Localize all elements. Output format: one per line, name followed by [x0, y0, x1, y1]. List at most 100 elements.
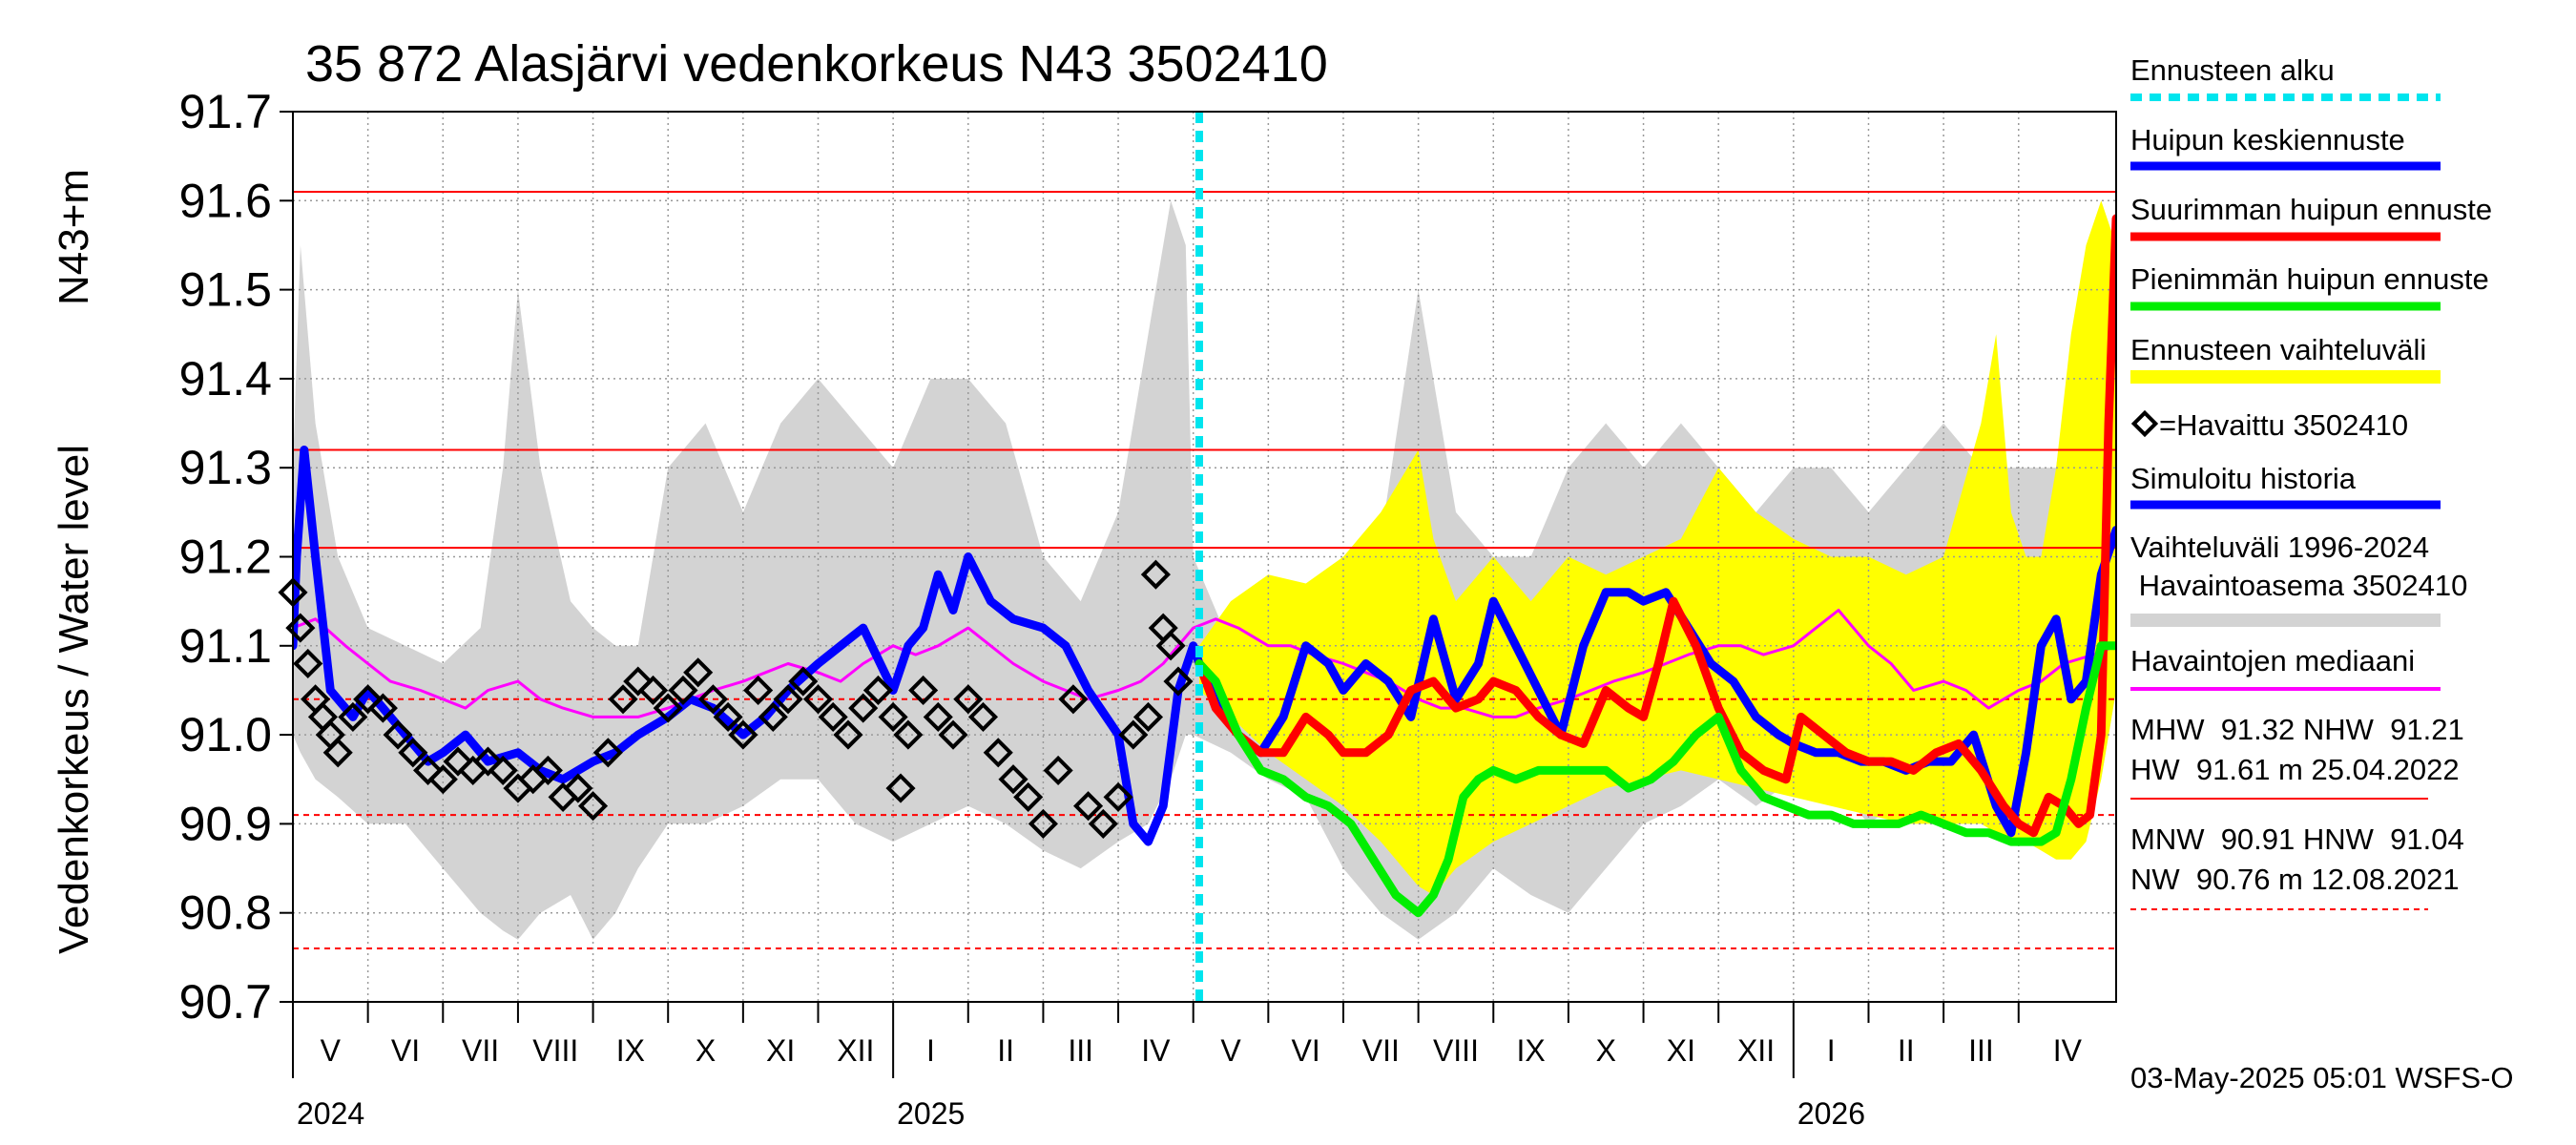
legend-label-simulated: Simuloitu historia: [2130, 462, 2357, 495]
x-month-label: VI: [391, 1033, 420, 1068]
observed-point: [1163, 666, 1194, 697]
observed-point: [683, 657, 714, 688]
observed-point: [802, 684, 834, 715]
observed-point: [1132, 701, 1164, 732]
observed-point: [637, 675, 669, 706]
x-month-label: X: [696, 1033, 716, 1068]
observed-point: [758, 701, 788, 732]
legend-label-mean-peak: Huipun keskiennuste: [2130, 123, 2405, 156]
x-month-label: VI: [1292, 1033, 1320, 1068]
legend-swatch-observed: [2130, 409, 2159, 438]
observed-point: [1013, 781, 1044, 812]
observed-point: [953, 684, 984, 715]
observed-point: [367, 693, 398, 723]
y-tick-label: 91.2: [179, 531, 272, 584]
observed-point: [398, 738, 428, 768]
observed-point: [1103, 781, 1133, 812]
observed-point: [788, 666, 819, 697]
x-month-label: VII: [462, 1033, 499, 1068]
x-month-label: V: [321, 1033, 342, 1068]
x-month-label: V: [1220, 1033, 1241, 1068]
observed-point: [1118, 719, 1149, 750]
footer-timestamp: 03-May-2025 05:01 WSFS-O: [2130, 1061, 2513, 1094]
observed-point: [383, 719, 413, 750]
y-tick-label: 91.1: [179, 619, 272, 673]
legend-label-forecast-start: Ennusteen alku: [2130, 53, 2335, 87]
observed-point: [833, 719, 863, 750]
x-month-label: IX: [616, 1033, 645, 1068]
max-peak-forecast-line: [1195, 214, 2116, 838]
y-tick-label: 91.5: [179, 263, 272, 317]
observed-point: [532, 755, 563, 785]
legend: Ennusteen alku Huipun keskiennuste Suuri…: [2130, 53, 2492, 691]
y-tick-label: 90.8: [179, 886, 272, 940]
observed-point: [488, 755, 518, 785]
stats-block: MHW 91.32 NHW 91.21 HW 91.61 m 25.04.202…: [2130, 713, 2464, 910]
legend-label-observed: =Havaittu 3502410: [2159, 408, 2408, 442]
observed-point: [1028, 808, 1058, 839]
x-month-label: X: [1596, 1033, 1616, 1068]
x-month-label: II: [997, 1033, 1014, 1068]
x-month-label: VIII: [532, 1033, 578, 1068]
y-tick-label: 91.0: [179, 708, 272, 761]
y-tick-label: 91.4: [179, 352, 272, 406]
observed-point: [967, 701, 999, 732]
stats-line-hw: HW 91.61 m 25.04.2022: [2130, 753, 2460, 786]
observed-point: [285, 613, 316, 643]
x-year-label: 2025: [897, 1096, 965, 1131]
observed-point: [1088, 808, 1118, 839]
x-month-label: IV: [2053, 1033, 2083, 1068]
observed-point: [322, 738, 353, 768]
y-tick-label: 90.9: [179, 797, 272, 850]
x-month-label: I: [926, 1033, 935, 1068]
x-month-label: VIII: [1433, 1033, 1479, 1068]
legend-label-history-range: Vaihteluväli 1996-2024: [2130, 531, 2429, 564]
x-month-label: II: [1898, 1033, 1915, 1068]
x-month-label: VII: [1362, 1033, 1400, 1068]
band-forecast-range: [1199, 200, 2116, 896]
legend-label-history-station: Havaintoasema 3502410: [2130, 569, 2467, 602]
chart-title: 35 872 Alasjärvi vedenkorkeus N43 350241…: [305, 35, 1328, 93]
x-year-label: 2024: [297, 1096, 364, 1131]
observed-point: [1155, 631, 1186, 661]
observed-point: [743, 675, 774, 706]
y-axis-unit-label: N43+m: [51, 169, 97, 305]
observed-point: [653, 693, 683, 723]
min-peak-forecast-line: [1195, 641, 2116, 918]
observed-point: [908, 675, 939, 706]
x-month-label: XII: [837, 1033, 874, 1068]
y-tick-label: 90.7: [179, 975, 272, 1029]
x-month-label: IV: [1141, 1033, 1171, 1068]
observed-point: [938, 719, 968, 750]
observed-point: [577, 791, 609, 822]
observed-point: [1043, 755, 1073, 786]
x-year-label: 2026: [1797, 1096, 1865, 1131]
observed-point: [338, 701, 368, 732]
x-month-label: IX: [1516, 1033, 1545, 1068]
x-month-label: XI: [1667, 1033, 1695, 1068]
x-month-label: III: [1068, 1033, 1093, 1068]
observed-point: [1073, 791, 1104, 822]
x-month-label: I: [1827, 1033, 1836, 1068]
x-month-label: III: [1968, 1033, 1994, 1068]
observed-point: [728, 719, 758, 750]
simulated-history-line: [293, 446, 1204, 846]
observed-point: [862, 675, 893, 706]
observed-point: [713, 701, 743, 733]
observed-point: [818, 701, 848, 733]
x-month-label: XII: [1737, 1033, 1775, 1068]
legend-label-min-peak: Pienimmän huipun ennuste: [2130, 262, 2489, 296]
observed-point: [1058, 684, 1089, 715]
observed-point: [848, 693, 879, 723]
observed-point: [592, 738, 623, 768]
observed-point: [983, 738, 1013, 768]
observed-point: [893, 719, 924, 750]
observed-point: [697, 684, 728, 715]
stats-line-mhw: MHW 91.32 NHW 91.21: [2130, 713, 2464, 746]
legend-label-max-peak: Suurimman huipun ennuste: [2130, 193, 2492, 226]
legend-label-forecast-range: Ennusteen vaihteluväli: [2130, 333, 2426, 366]
y-axis-label: Vedenkorkeus / Water level: [51, 445, 97, 954]
observed-point: [885, 773, 916, 803]
observed-point: [878, 701, 908, 733]
